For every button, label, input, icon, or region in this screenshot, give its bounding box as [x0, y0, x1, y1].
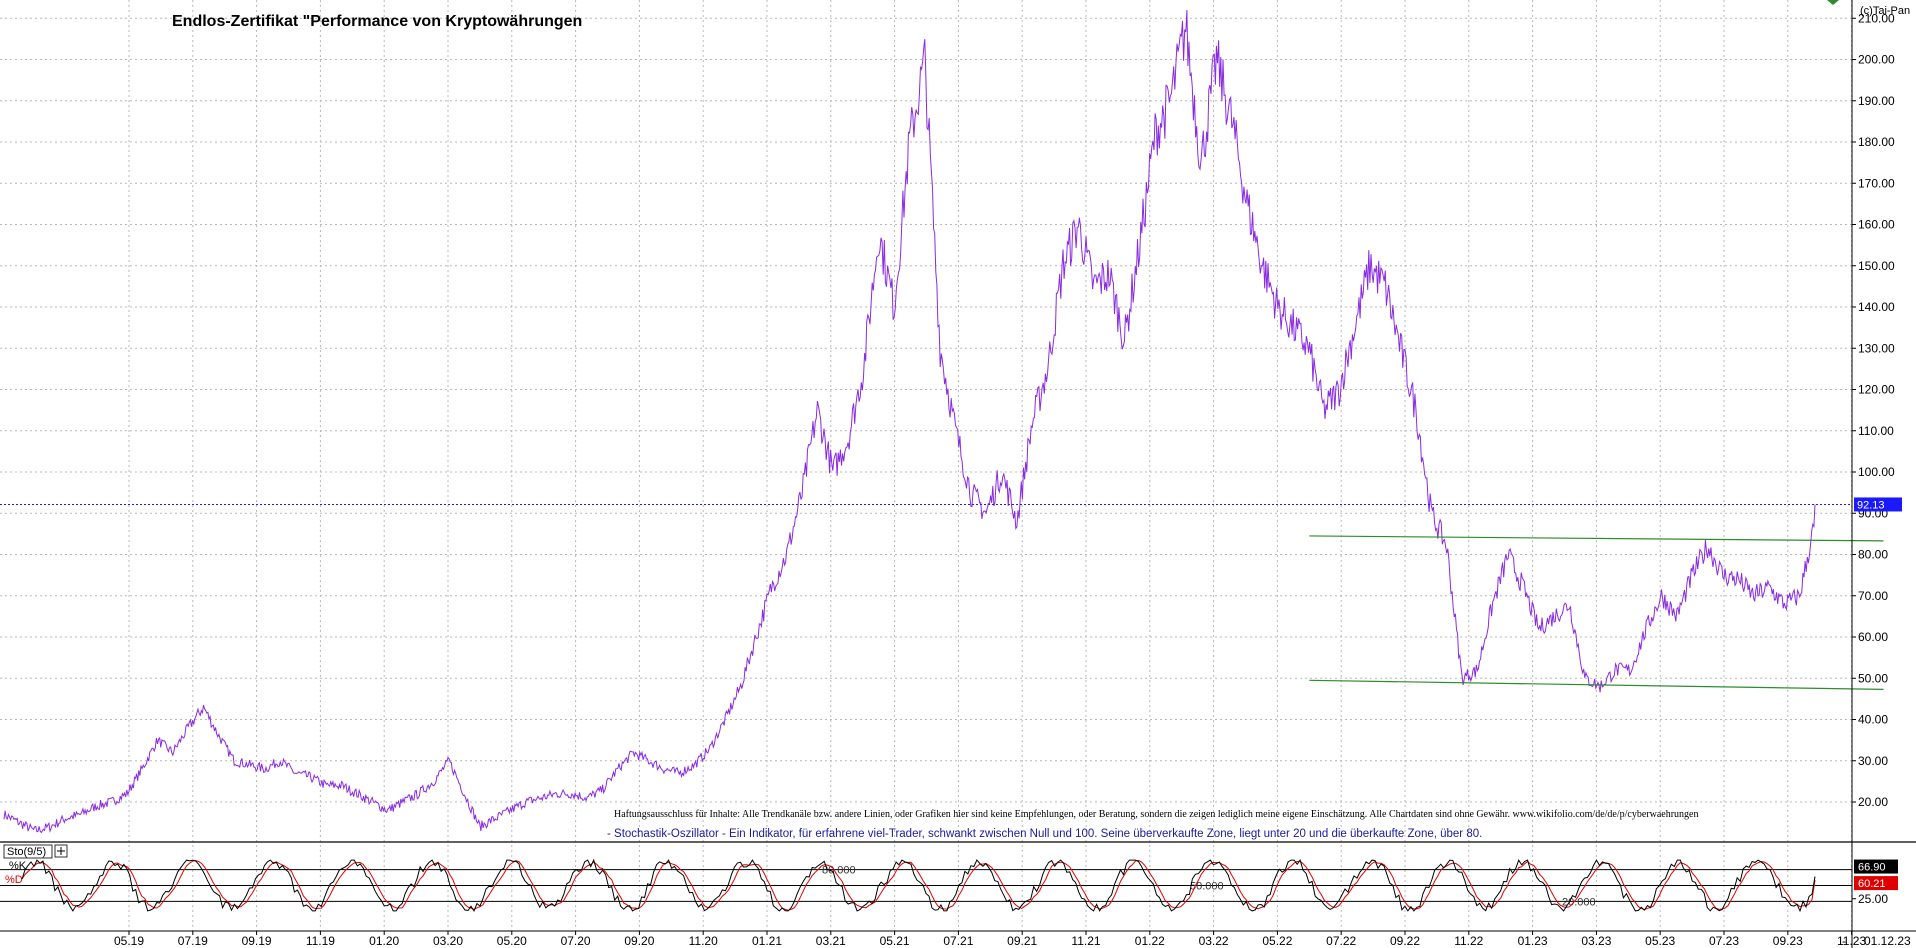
trend-lines — [1309, 535, 1884, 690]
x-tick-label: 05.19 — [114, 934, 144, 948]
price-tick-label: 160.00 — [1858, 218, 1895, 232]
price-tick-label: 130.00 — [1858, 341, 1895, 355]
chart-title: Endlos-Zertifikat "Performance von Krypt… — [172, 13, 582, 30]
x-tick-label: 03.23 — [1581, 934, 1611, 948]
d-value-badge — [1854, 876, 1898, 891]
x-tick-label: 03.22 — [1199, 934, 1229, 948]
x-tick-label: 09.19 — [242, 934, 272, 948]
price-axis: 20.0030.0040.0050.0060.0070.0080.0090.00… — [1852, 11, 1895, 809]
price-tick-label: 120.00 — [1858, 383, 1895, 397]
x-tick-label: 11.21 — [1071, 934, 1100, 948]
k-line — [21, 858, 1816, 913]
price-tick-label: 20.00 — [1858, 795, 1888, 809]
x-tick-label: 07.23 — [1709, 934, 1739, 948]
indicator-axis: 66.90 60.21 25.00 — [1852, 859, 1898, 906]
price-tick-label: 50.00 — [1858, 671, 1888, 685]
indicator-level-label: 20.000 — [1562, 896, 1596, 908]
price-tick-label: 40.00 — [1858, 713, 1888, 727]
price-tick-label: 70.00 — [1858, 589, 1888, 603]
price-tick-label: 180.00 — [1858, 135, 1895, 149]
axis-dash: - — [1842, 934, 1846, 948]
x-tick-label: 07.22 — [1326, 934, 1356, 948]
indicator-tick-label: 25.00 — [1858, 892, 1888, 906]
x-tick-label: 11.19 — [306, 934, 335, 948]
indicator-level-label: 50.000 — [1190, 881, 1224, 893]
x-tick-label: 01.21 — [752, 934, 782, 948]
x-tick-label: 01.22 — [1135, 934, 1165, 948]
x-tick-label: 03.20 — [433, 934, 463, 948]
d-line — [21, 859, 1816, 911]
credit-label: (c)Tai-Pan — [1860, 5, 1910, 17]
indicator-name: Sto(9/5) — [7, 846, 46, 858]
x-axis: 05.19 07.19 09.19 11.19 01.20 03.20 05.20 07.20… — [114, 931, 1866, 948]
indicator-level-label: 80.000 — [822, 865, 856, 877]
indicator-name-box[interactable] — [3, 844, 53, 859]
x-tick-label: 11.23 — [1837, 934, 1866, 948]
current-value-label: 92.13 — [1857, 499, 1885, 511]
price-grid — [0, 17, 1852, 803]
price-series — [3, 9, 1816, 834]
price-tick-label: 150.00 — [1858, 259, 1895, 273]
price-tick-label: 140.00 — [1858, 300, 1895, 314]
price-tick-label: 60.00 — [1858, 630, 1888, 644]
k-value-label: 66.90 — [1858, 862, 1886, 874]
price-tick-label: 110.00 — [1858, 424, 1894, 438]
trend-line — [1309, 679, 1884, 690]
x-tick-label: 07.20 — [561, 934, 591, 948]
x-tick-label: 01.20 — [369, 934, 399, 948]
price-tick-label: 100.00 — [1858, 465, 1895, 479]
d-legend-label: %D — [5, 874, 23, 886]
x-tick-label: 05.23 — [1645, 934, 1675, 948]
price-tick-label: 170.00 — [1858, 176, 1895, 190]
x-tick-label: 05.20 — [497, 934, 527, 948]
x-tick-label: 09.20 — [624, 934, 654, 948]
price-tick-label: 190.00 — [1858, 94, 1895, 108]
current-value-badge — [1854, 497, 1902, 512]
x-tick-label: 05.22 — [1262, 934, 1292, 948]
price-line — [3, 9, 1816, 834]
x-tick-label: 09.22 — [1390, 934, 1420, 948]
green-marker-icon — [1827, 0, 1839, 5]
x-tick-label: 09.21 — [1007, 934, 1037, 948]
x-tick-label: 11.20 — [689, 934, 718, 948]
main-plot-area — [0, 0, 1852, 838]
indicator-description: - Stochastik-Oszillator - Ein Indikator,… — [607, 828, 1482, 840]
x-tick-label: 09.23 — [1773, 934, 1803, 948]
price-tick-label: 210.00 — [1858, 11, 1895, 25]
x-tick-label: 07.19 — [178, 934, 208, 948]
x-tick-label: 05.21 — [880, 934, 910, 948]
k-legend-label: %K — [9, 860, 27, 872]
trend-line — [1309, 535, 1884, 542]
disclaimer-text: Haftungsausschluss für Inhalte: Alle Tre… — [614, 809, 1699, 820]
x-tick-label: 03.21 — [816, 934, 846, 948]
price-tick-label: 200.00 — [1858, 53, 1895, 67]
x-tick-label: 07.21 — [943, 934, 973, 948]
price-tick-label: 80.00 — [1858, 548, 1888, 562]
indicator-series — [21, 858, 1816, 913]
x-tick-label: 01.23 — [1518, 934, 1548, 948]
k-value-badge — [1854, 859, 1898, 874]
x-tick-label: 11.22 — [1454, 934, 1483, 948]
last-date-label: 01.12.23 — [1864, 934, 1911, 948]
d-value-label: 60.21 — [1858, 878, 1886, 890]
price-tick-label: 30.00 — [1858, 754, 1888, 768]
